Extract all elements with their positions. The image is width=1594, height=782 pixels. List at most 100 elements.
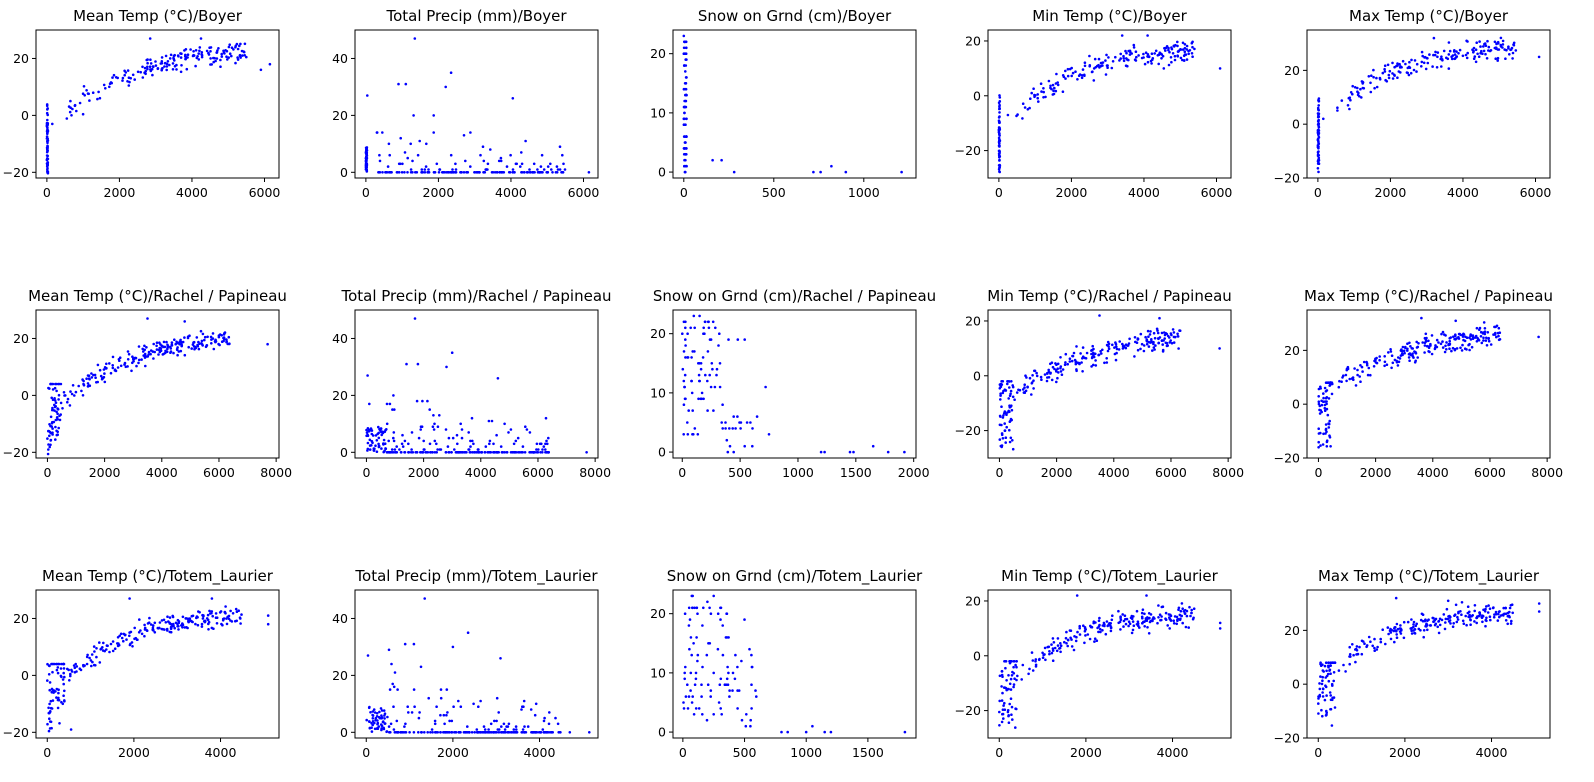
scatter-point xyxy=(1484,610,1487,613)
scatter-point xyxy=(710,386,713,389)
scatter-point xyxy=(1317,139,1320,142)
scatter-point xyxy=(163,619,166,622)
scatter-point xyxy=(1178,607,1181,610)
scatter-point xyxy=(384,722,387,725)
scatter-point xyxy=(425,165,428,168)
scatter-point xyxy=(1422,620,1425,623)
scatter-point xyxy=(410,168,413,171)
scatter-point xyxy=(1498,339,1501,342)
plot-title: Snow on Grnd (cm)/Totem_Laurier xyxy=(667,567,923,586)
scatter-point xyxy=(684,58,687,61)
scatter-point xyxy=(1318,409,1321,412)
scatter-point xyxy=(137,71,140,74)
scatter-point xyxy=(378,437,381,440)
scatter-point xyxy=(1421,61,1424,64)
scatter-point xyxy=(1095,364,1098,367)
scatter-point xyxy=(139,71,142,74)
scatter-point xyxy=(1322,392,1325,395)
scatter-point xyxy=(998,159,1001,162)
scatter-point xyxy=(1328,420,1331,423)
scatter-point xyxy=(1437,341,1440,344)
scatter-point xyxy=(1177,50,1180,53)
scatter-point xyxy=(1466,52,1469,55)
scatter-point xyxy=(711,159,714,162)
scatter-point xyxy=(469,440,472,443)
scatter-point xyxy=(1098,58,1101,61)
scatter-point xyxy=(1190,609,1193,612)
scatter-point xyxy=(1322,670,1325,673)
scatter-point xyxy=(1406,71,1409,74)
scatter-point xyxy=(445,428,448,431)
scatter-point xyxy=(1118,348,1121,351)
scatter-point xyxy=(845,171,848,174)
scatter-point xyxy=(112,650,115,653)
scatter-point xyxy=(1410,618,1413,621)
scatter-point xyxy=(515,725,518,728)
scatter-point xyxy=(1123,346,1126,349)
scatter-point xyxy=(682,433,685,436)
scatter-point xyxy=(1151,349,1154,352)
scatter-point xyxy=(490,723,493,726)
scatter-point xyxy=(380,707,383,710)
scatter-point xyxy=(241,54,244,57)
scatter-point xyxy=(235,608,238,611)
scatter-point xyxy=(1388,77,1391,80)
scatter-point xyxy=(1138,626,1141,629)
scatter-point xyxy=(1135,50,1138,53)
scatter-point xyxy=(1107,350,1110,353)
scatter-point xyxy=(1011,671,1014,674)
scatter-points xyxy=(365,597,590,733)
scatter-point xyxy=(1004,388,1007,391)
scatter-point xyxy=(51,422,54,425)
scatter-point xyxy=(1083,74,1086,77)
scatter-point xyxy=(684,70,687,73)
scatter-point xyxy=(389,403,392,406)
scatter-point xyxy=(1025,390,1028,393)
scatter-point xyxy=(540,165,543,168)
scatter-point xyxy=(471,731,474,734)
scatter-point xyxy=(1004,667,1007,670)
scatter-point xyxy=(811,725,814,728)
scatter-point xyxy=(1341,376,1344,379)
scatter-point xyxy=(1434,54,1437,57)
scatter-point xyxy=(378,428,381,431)
scatter-point xyxy=(365,157,368,160)
scatter-point xyxy=(1145,594,1148,597)
scatter-point xyxy=(467,171,470,174)
scatter-point xyxy=(1050,88,1053,91)
scatter-point xyxy=(688,607,691,610)
scatter-point xyxy=(998,122,1001,125)
scatter-point xyxy=(683,672,686,675)
scatter-point xyxy=(1317,109,1320,112)
scatter-point xyxy=(1476,53,1479,56)
scatter-point xyxy=(57,383,60,386)
scatter-point xyxy=(708,327,711,330)
scatter-point xyxy=(1461,349,1464,352)
scatter-point xyxy=(1483,321,1486,324)
scatter-point xyxy=(1113,346,1116,349)
scatter-point xyxy=(1440,333,1443,336)
scatter-point xyxy=(1327,414,1330,417)
scatter-point xyxy=(382,727,385,730)
scatter-point xyxy=(1489,50,1492,53)
scatter-point xyxy=(210,63,213,66)
scatter-point xyxy=(402,445,405,448)
scatter-point xyxy=(536,168,539,171)
scatter-point xyxy=(700,695,703,698)
scatter-point xyxy=(50,425,53,428)
scatter-point xyxy=(1454,333,1457,336)
scatter-point xyxy=(691,607,694,610)
scatter-point xyxy=(1168,336,1171,339)
scatter-point xyxy=(1443,613,1446,616)
scatter-point xyxy=(223,333,226,336)
scatter-point xyxy=(733,171,736,174)
scatter-point xyxy=(163,628,166,631)
plot-title: Min Temp (°C)/Boyer xyxy=(1032,7,1187,25)
scatter-point xyxy=(1404,63,1407,66)
scatter-point xyxy=(1142,608,1145,611)
scatter-point xyxy=(98,641,101,644)
scatter-point xyxy=(70,114,73,117)
scatter-point xyxy=(367,448,370,451)
scatter-point xyxy=(389,451,392,454)
